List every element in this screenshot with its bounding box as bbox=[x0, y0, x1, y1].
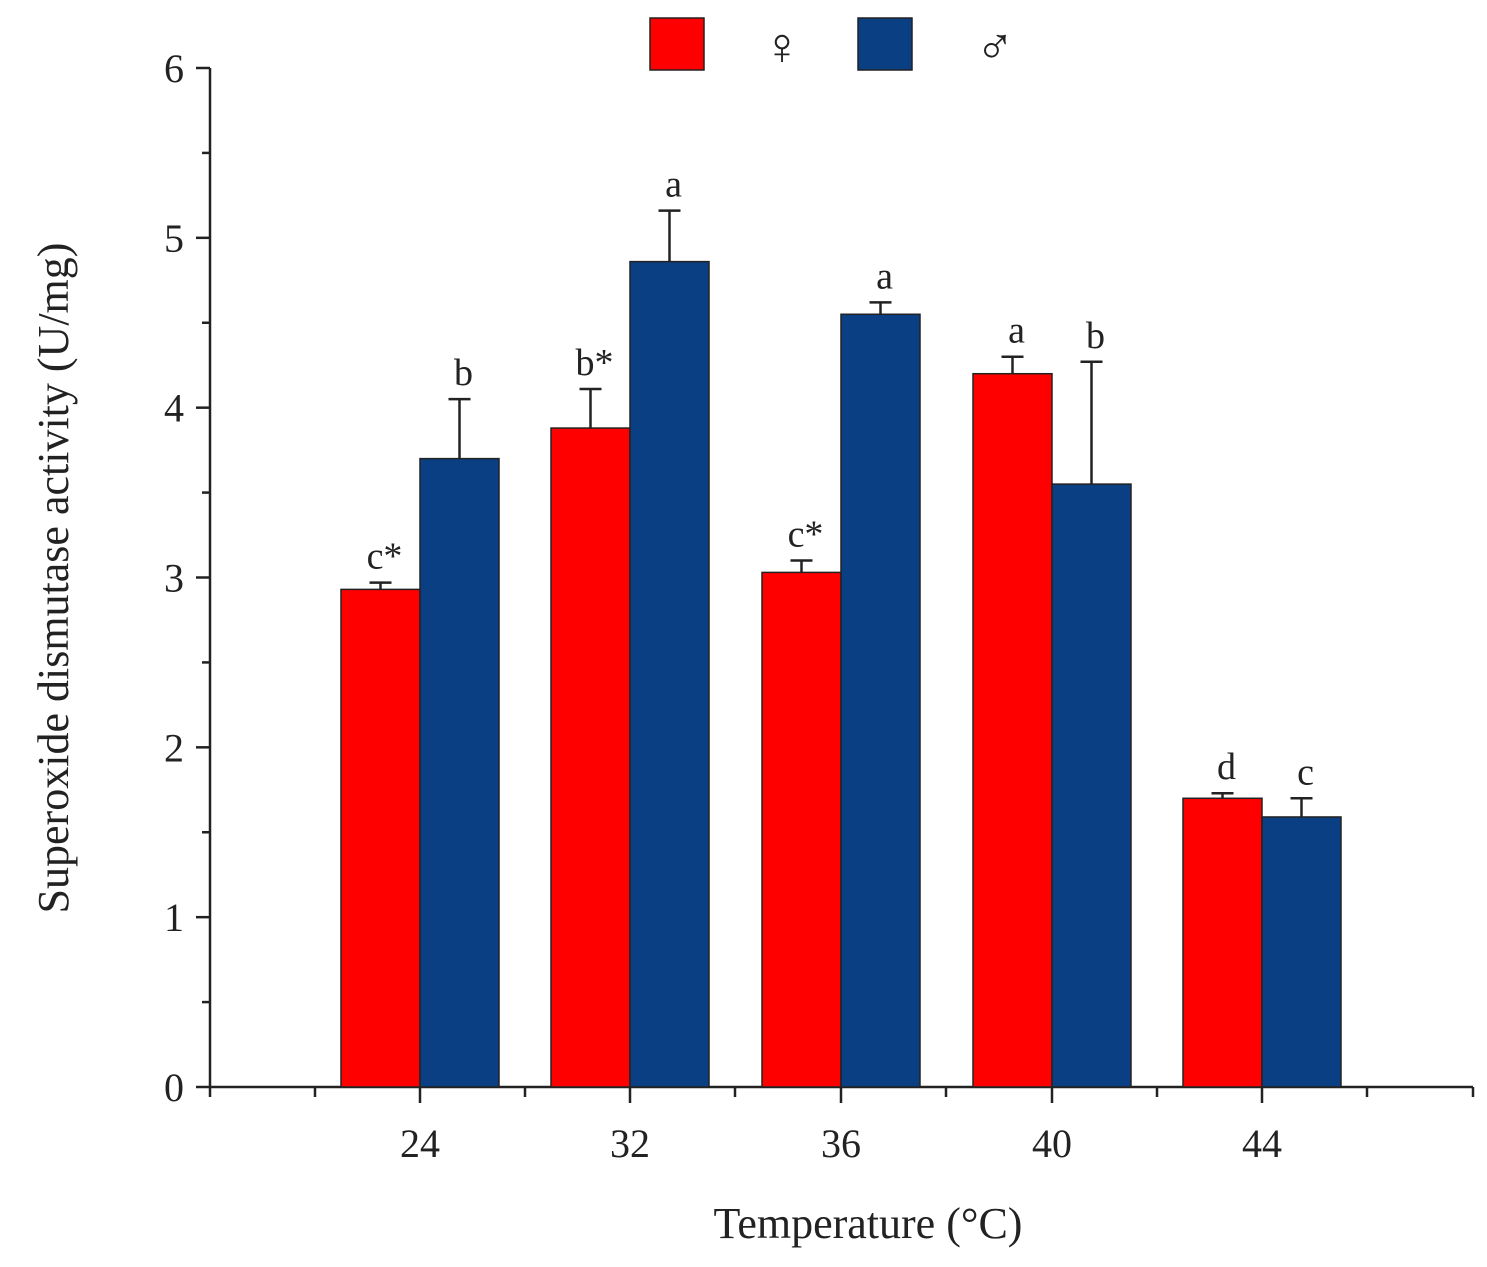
y-tick-label: 5 bbox=[164, 216, 184, 261]
x-tick-label: 24 bbox=[400, 1121, 440, 1166]
x-tick-label: 36 bbox=[821, 1121, 861, 1166]
x-axis-title: Temperature (°C) bbox=[714, 1199, 1023, 1248]
significance-label: b bbox=[1086, 315, 1105, 357]
bar-male-40 bbox=[1051, 483, 1132, 1088]
x-tick-label: 40 bbox=[1032, 1121, 1072, 1166]
significance-label: b* bbox=[576, 342, 614, 384]
y-tick-label: 3 bbox=[164, 556, 184, 601]
significance-label: c bbox=[1297, 751, 1314, 793]
bar-female-36 bbox=[761, 571, 842, 1088]
bar-male-24 bbox=[419, 457, 500, 1088]
bar-female-44 bbox=[1182, 797, 1263, 1088]
x-tick-label: 32 bbox=[610, 1121, 650, 1166]
significance-label: c* bbox=[788, 514, 824, 556]
significance-label: a bbox=[665, 164, 682, 206]
significance-label: b bbox=[454, 352, 473, 394]
y-tick-label: 1 bbox=[164, 895, 184, 940]
significance-label: c* bbox=[367, 536, 403, 578]
legend-label-female: ♀ bbox=[763, 19, 802, 76]
bar-female-24 bbox=[340, 588, 421, 1088]
legend: ♀ ♂ bbox=[649, 17, 1015, 76]
significance-label: d bbox=[1217, 746, 1236, 788]
y-tick-label: 4 bbox=[164, 386, 184, 431]
y-axis-title: Superoxide dismutase activity (U/mg) bbox=[29, 243, 78, 914]
y-tick-label: 2 bbox=[164, 725, 184, 770]
significance-label: a bbox=[876, 255, 893, 297]
y-tick-label: 6 bbox=[164, 46, 184, 91]
bars bbox=[340, 209, 1342, 1088]
bar-male-36 bbox=[840, 313, 921, 1088]
bar-female-40 bbox=[972, 372, 1053, 1088]
bar-male-32 bbox=[629, 260, 710, 1088]
bar-male-44 bbox=[1261, 816, 1342, 1088]
x-tick-label: 44 bbox=[1242, 1121, 1282, 1166]
legend-label-male: ♂ bbox=[976, 19, 1015, 76]
y-tick-label: 0 bbox=[164, 1065, 184, 1110]
annotations: c* b* c* a d b a a b c bbox=[367, 164, 1314, 794]
bar-female-32 bbox=[550, 427, 631, 1088]
legend-swatch-male bbox=[857, 17, 913, 71]
legend-swatch-female bbox=[649, 17, 705, 71]
significance-label: a bbox=[1008, 310, 1025, 352]
